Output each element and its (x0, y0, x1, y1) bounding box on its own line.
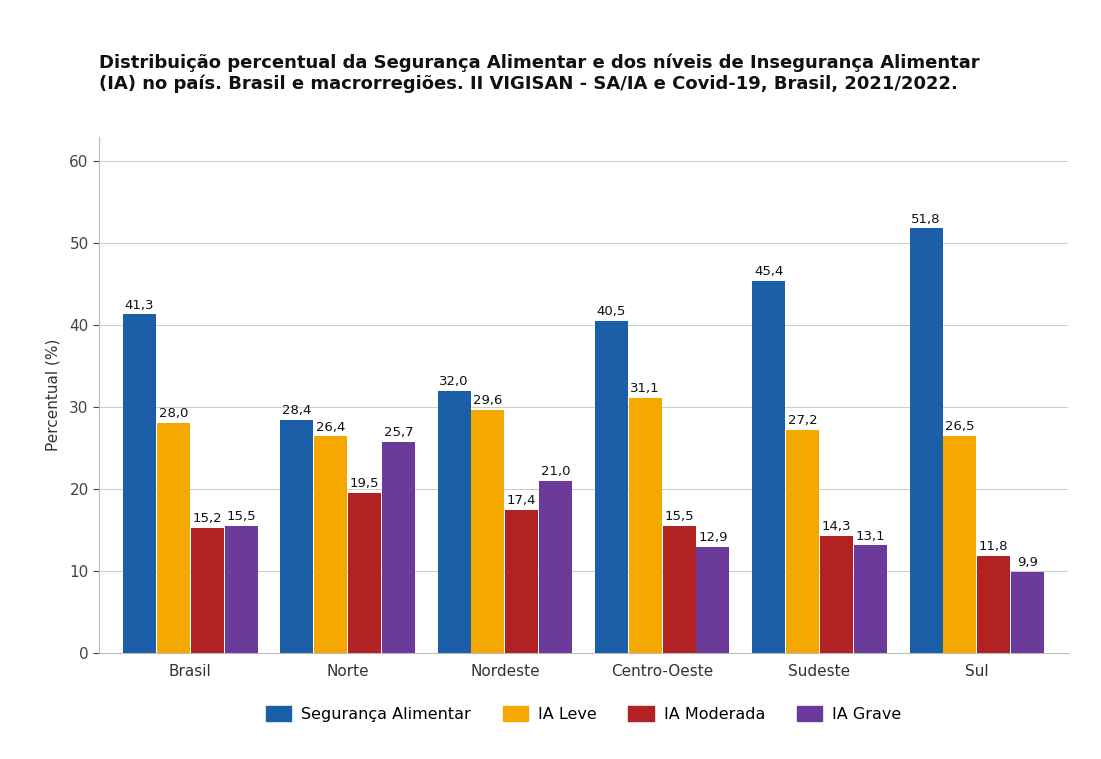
Y-axis label: Percentual (%): Percentual (%) (46, 339, 61, 451)
Bar (348, 493, 381, 653)
Bar (629, 398, 662, 653)
Text: 9,9: 9,9 (1017, 556, 1038, 568)
Bar (539, 480, 573, 653)
Text: 28,0: 28,0 (159, 408, 188, 420)
Bar (314, 436, 347, 653)
Bar (853, 546, 886, 653)
Bar (752, 281, 785, 653)
Bar (909, 228, 942, 653)
Text: 40,5: 40,5 (597, 305, 626, 318)
Text: 26,5: 26,5 (945, 420, 974, 433)
Bar (281, 420, 314, 653)
Text: 28,4: 28,4 (282, 405, 312, 417)
Bar (156, 424, 189, 653)
Text: 11,8: 11,8 (979, 540, 1009, 553)
Text: 29,6: 29,6 (473, 395, 503, 408)
Bar (123, 314, 156, 653)
Text: 26,4: 26,4 (316, 420, 346, 433)
Text: 32,0: 32,0 (439, 375, 469, 388)
Bar (786, 430, 819, 653)
Text: 14,3: 14,3 (821, 520, 851, 533)
Text: 19,5: 19,5 (350, 477, 379, 490)
Text: 15,5: 15,5 (226, 510, 255, 523)
Bar (944, 436, 977, 653)
Bar (1011, 572, 1044, 653)
Text: 31,1: 31,1 (631, 382, 661, 395)
Text: 15,2: 15,2 (193, 512, 222, 525)
Text: 21,0: 21,0 (541, 465, 570, 478)
Text: 17,4: 17,4 (508, 494, 536, 507)
Bar (663, 526, 696, 653)
Bar (190, 528, 224, 653)
Bar (978, 556, 1010, 653)
Bar (696, 547, 729, 653)
Text: 12,9: 12,9 (698, 531, 728, 544)
Text: 51,8: 51,8 (912, 213, 940, 225)
Bar (382, 442, 415, 653)
Text: 27,2: 27,2 (787, 414, 817, 427)
Bar (820, 536, 853, 653)
Text: 15,5: 15,5 (664, 510, 694, 523)
Bar (471, 411, 504, 653)
Bar (225, 526, 258, 653)
Legend: Segurança Alimentar, IA Leve, IA Moderada, IA Grave: Segurança Alimentar, IA Leve, IA Moderad… (265, 706, 902, 722)
Bar (595, 321, 628, 653)
Bar (437, 391, 470, 653)
Text: 25,7: 25,7 (383, 427, 413, 439)
Text: 45,4: 45,4 (754, 265, 784, 278)
Text: 41,3: 41,3 (124, 298, 154, 311)
Text: Distribuição percentual da Segurança Alimentar e dos níveis de Insegurança Alime: Distribuição percentual da Segurança Ali… (99, 53, 980, 93)
Bar (505, 510, 538, 653)
Text: 13,1: 13,1 (855, 530, 885, 543)
